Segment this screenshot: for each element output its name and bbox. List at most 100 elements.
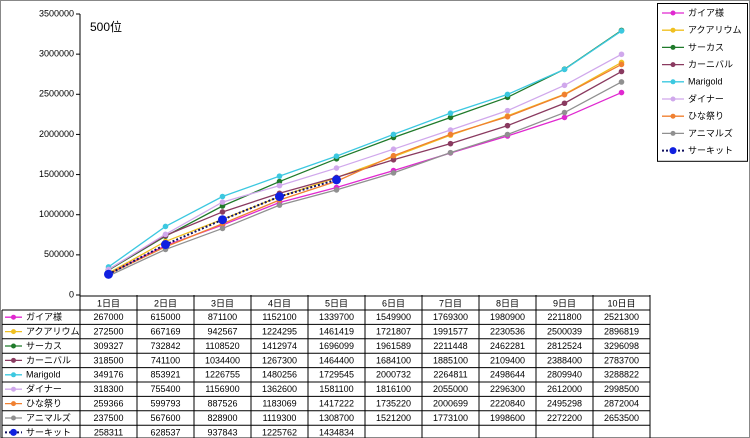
data-marker <box>618 28 625 34</box>
data-marker <box>219 209 226 215</box>
table-value: 828900 <box>207 413 237 423</box>
table-value: 2896819 <box>604 326 639 336</box>
data-marker <box>390 131 397 138</box>
table-value: 259366 <box>93 398 123 408</box>
data-marker <box>275 192 284 202</box>
data-marker <box>561 114 568 121</box>
table-value: 2211448 <box>433 341 467 351</box>
table-value: 1434834 <box>319 427 354 437</box>
table-value: 3288822 <box>604 370 639 380</box>
y-tick-label: 1500000 <box>39 169 74 179</box>
table-value: 1267300 <box>262 355 297 365</box>
series-line <box>108 63 622 275</box>
series-line <box>108 81 622 277</box>
x-tick-label: 10日目 <box>607 298 635 308</box>
data-marker <box>504 107 511 114</box>
table-value: 1696099 <box>319 341 354 351</box>
data-marker <box>162 231 169 238</box>
table-value: 1480256 <box>262 370 297 380</box>
x-tick-label: 1日目 <box>97 298 120 308</box>
table-value: 1461419 <box>319 326 354 336</box>
table-value: 1991577 <box>433 326 468 336</box>
legend-key-marker <box>11 343 16 349</box>
x-tick-label: 4日目 <box>268 298 291 308</box>
x-tick-label: 9日目 <box>553 298 576 308</box>
data-marker <box>447 127 454 133</box>
legend-label: Marigold <box>688 77 723 87</box>
annotation: 500位 <box>90 19 122 34</box>
y-tick-label: 0 <box>69 289 74 299</box>
x-tick-label: 3日目 <box>211 298 234 308</box>
table-value: 567600 <box>150 413 180 423</box>
table-value: 942567 <box>207 326 237 336</box>
data-marker <box>104 269 113 279</box>
table-value: 267000 <box>93 312 123 322</box>
table-value: 1034400 <box>205 355 240 365</box>
data-marker <box>219 203 226 209</box>
legend-label: カーニバル <box>688 59 733 69</box>
y-tick-label: 2000000 <box>39 129 74 139</box>
table-value: 2521300 <box>604 312 639 322</box>
legend-label: ダイナー <box>26 383 62 394</box>
table-value: 1729545 <box>319 370 354 380</box>
table-value: 599793 <box>150 398 180 408</box>
table-value: 2000699 <box>433 398 468 408</box>
table-value: 3296098 <box>604 341 639 351</box>
table-value: 1980900 <box>490 312 525 322</box>
table-value: 2296300 <box>490 384 525 394</box>
table-value: 1773100 <box>433 413 468 423</box>
legend-key-marker <box>670 10 676 16</box>
y-tick-label: 3000000 <box>39 49 74 59</box>
legend-key-marker <box>670 96 676 102</box>
legend-label: アクアリウム <box>688 25 742 35</box>
table-value: 1816100 <box>376 384 411 394</box>
table-value: 2998500 <box>604 384 639 394</box>
table-value: 1998600 <box>490 413 525 423</box>
table-value: 628537 <box>150 427 180 437</box>
table-value: 2264811 <box>433 370 467 380</box>
table-value: 1339700 <box>319 312 354 322</box>
data-marker <box>504 131 511 138</box>
data-marker <box>390 146 397 152</box>
legend-label: ダイナー <box>688 93 724 104</box>
table-value: 937843 <box>207 427 237 437</box>
legend-label: ガイア様 <box>26 311 62 322</box>
legend-label: サーキット <box>688 145 733 155</box>
legend-label: アクアリウム <box>26 326 80 336</box>
legend-key-marker <box>670 113 676 119</box>
legend-key-marker <box>11 386 16 392</box>
table-value: 2872004 <box>604 398 639 408</box>
table-value: 1581100 <box>319 384 353 394</box>
y-tick-label: 3500000 <box>39 8 74 18</box>
table-value: 318500 <box>93 355 123 365</box>
legend-key-marker <box>11 357 16 363</box>
legend-key-marker <box>670 79 676 85</box>
x-tick-label: 7日目 <box>439 298 462 308</box>
table-value: 755400 <box>150 384 180 394</box>
legend-key-marker <box>670 27 676 33</box>
legend-key-marker <box>10 428 17 436</box>
table-value: 272500 <box>93 326 123 336</box>
table-value: 349176 <box>93 370 123 380</box>
table-value: 871100 <box>208 312 237 322</box>
legend-key-marker <box>11 314 16 320</box>
data-marker <box>447 140 454 147</box>
table-value: 1362600 <box>262 384 297 394</box>
data-marker <box>447 114 454 121</box>
table-value: 1684100 <box>376 355 411 365</box>
series-line <box>108 53 622 270</box>
data-marker <box>561 109 568 116</box>
legend-label: サーカス <box>688 42 724 52</box>
y-tick-label: 500000 <box>44 249 74 259</box>
data-marker <box>618 61 625 68</box>
table-value: 2498644 <box>490 370 525 380</box>
legend-key-marker <box>670 130 676 136</box>
table-value: 2220840 <box>490 398 525 408</box>
table-value: 1226755 <box>205 370 240 380</box>
table-value: 2783700 <box>604 355 639 365</box>
table-value: 2812524 <box>547 341 582 351</box>
table-value: 2000732 <box>376 370 411 380</box>
data-marker <box>162 223 169 230</box>
data-marker <box>504 91 511 98</box>
